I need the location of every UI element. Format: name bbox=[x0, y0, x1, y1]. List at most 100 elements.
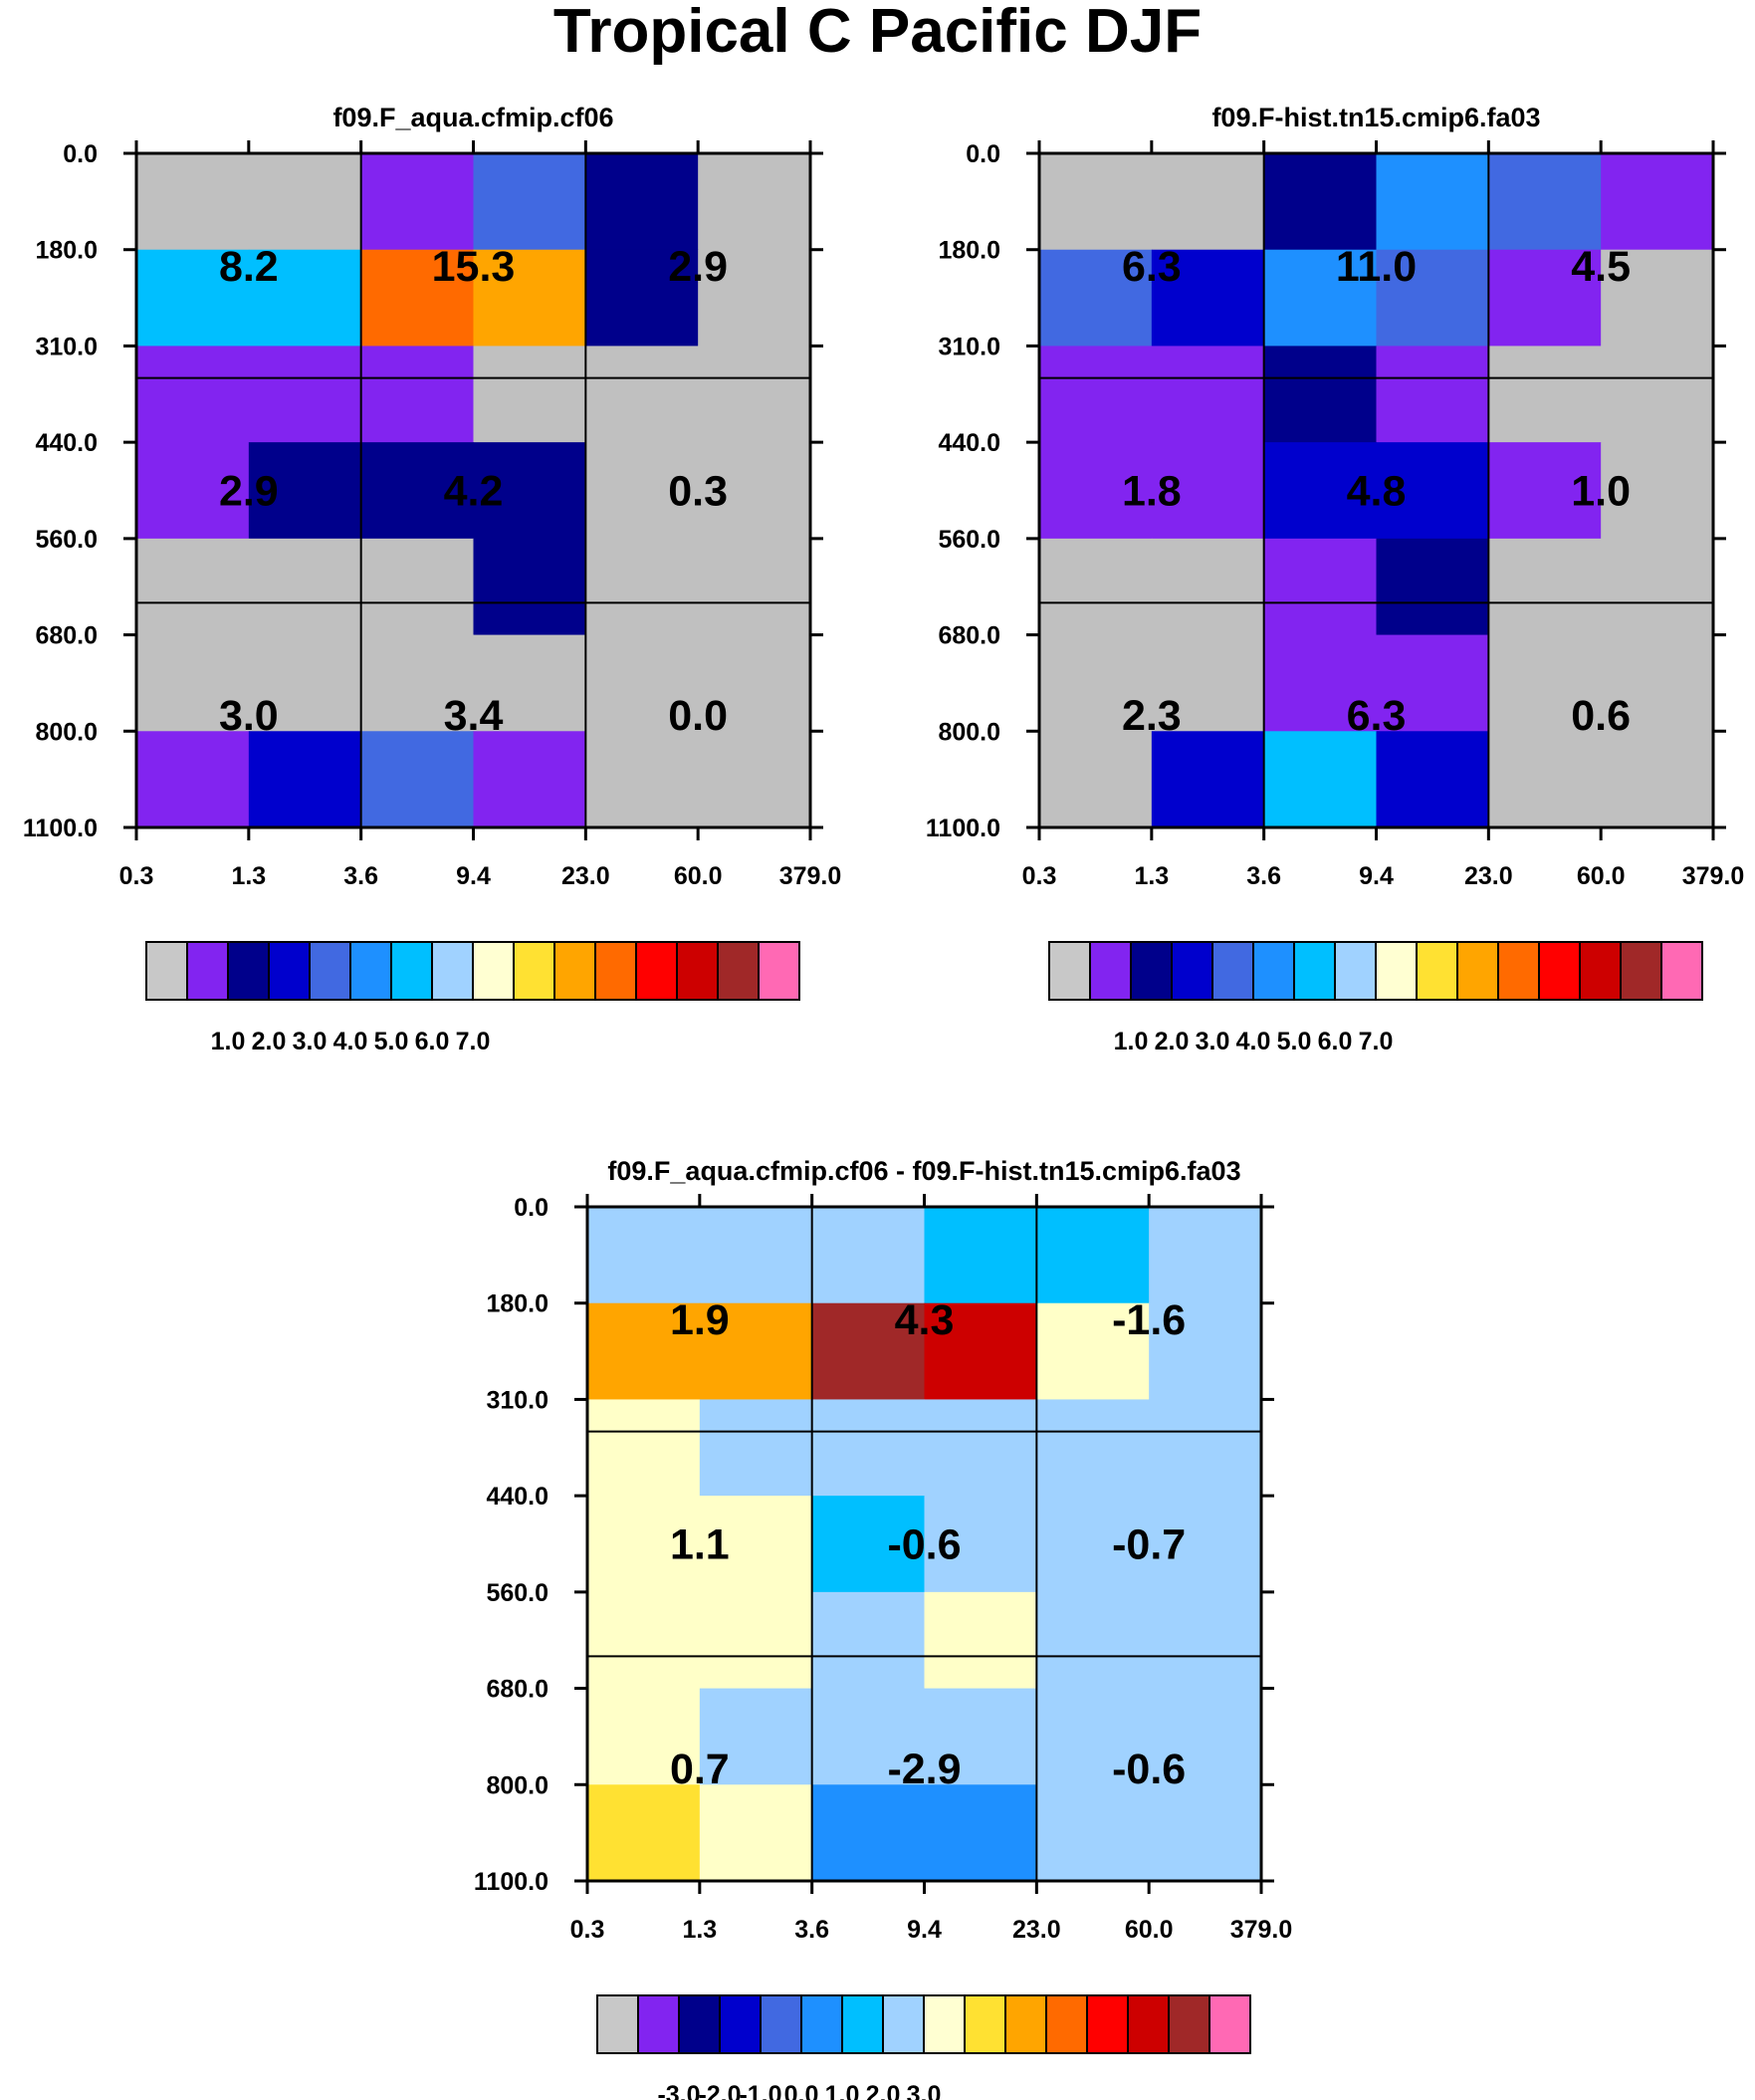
heatmap-cell bbox=[1039, 634, 1153, 732]
colorbar-box bbox=[1456, 941, 1499, 1001]
heatmap-cell bbox=[1039, 346, 1153, 443]
heatmap-cell bbox=[587, 1591, 701, 1690]
heatmap-cell bbox=[1151, 153, 1265, 251]
x-tick-label: 1.3 bbox=[682, 1916, 717, 1944]
heatmap-cell bbox=[1263, 731, 1378, 828]
colorbar-box bbox=[1416, 941, 1458, 1001]
colorbar-box bbox=[758, 941, 800, 1001]
heatmap-cell bbox=[924, 1591, 1037, 1690]
heatmap-cell bbox=[699, 1784, 813, 1882]
heatmap-cell bbox=[1039, 153, 1153, 251]
heatmap-cell bbox=[698, 731, 811, 828]
heatmap-cell bbox=[698, 442, 811, 540]
colorbar-label: -1.0 bbox=[739, 2081, 781, 2100]
heatmap-cell bbox=[1488, 442, 1602, 540]
x-tick-label: 9.4 bbox=[1359, 862, 1394, 890]
heatmap-cell bbox=[1039, 538, 1153, 636]
y-tick-label: 440.0 bbox=[938, 429, 1000, 457]
cell-value-label: 4.5 bbox=[1571, 243, 1631, 291]
heatmap-cell bbox=[136, 153, 250, 251]
cell-value-label: -1.6 bbox=[1112, 1296, 1186, 1344]
x-tick-label: 9.4 bbox=[456, 862, 491, 890]
y-tick-label: 1100.0 bbox=[474, 1868, 548, 1896]
heatmap-cell bbox=[1149, 1496, 1262, 1593]
colorbar-box bbox=[472, 941, 515, 1001]
colorbar-box bbox=[1089, 941, 1132, 1001]
heatmap-cell bbox=[1263, 634, 1378, 732]
colorbar-box bbox=[1130, 941, 1173, 1001]
y-tick-label: 800.0 bbox=[486, 1771, 548, 1799]
x-tick-label: 0.3 bbox=[1022, 862, 1057, 890]
heatmap-cell bbox=[473, 249, 586, 348]
heatmap-cell bbox=[248, 442, 362, 540]
colorbar-label: -2.0 bbox=[698, 2081, 741, 2100]
heatmap-cell bbox=[360, 538, 475, 636]
heatmap-cell bbox=[1036, 1784, 1150, 1882]
colorbar-box bbox=[1004, 1994, 1047, 2054]
heatmap-cell bbox=[1151, 249, 1265, 348]
heatmap-cell bbox=[585, 731, 699, 828]
colorbar-box bbox=[1211, 941, 1254, 1001]
colorbar-box bbox=[268, 941, 311, 1001]
heatmap-cell bbox=[1263, 153, 1378, 251]
heatmap-cell bbox=[1039, 731, 1153, 828]
y-tick-label: 0.0 bbox=[63, 140, 98, 168]
y-tick-label: 800.0 bbox=[938, 718, 1000, 746]
cell-value-label: 4.2 bbox=[444, 468, 504, 516]
heatmap-cell bbox=[585, 346, 699, 443]
heatmap-cell bbox=[811, 1302, 926, 1401]
x-tick-label: 9.4 bbox=[907, 1916, 942, 1944]
heatmap-cell bbox=[924, 1688, 1037, 1785]
colorbar-box bbox=[637, 1994, 680, 2054]
cell-value-label: -0.7 bbox=[1112, 1521, 1186, 1569]
y-tick-label: 0.0 bbox=[514, 1194, 548, 1222]
heatmap-cell bbox=[1601, 634, 1714, 732]
cell-value-label: -0.6 bbox=[1112, 1746, 1186, 1793]
colorbar-label: 7.0 bbox=[456, 1028, 491, 1055]
heatmap-cell bbox=[1488, 153, 1602, 251]
colorbar-box bbox=[1620, 941, 1662, 1001]
heatmap-cell bbox=[1036, 1207, 1150, 1304]
y-tick-label: 560.0 bbox=[938, 526, 1000, 554]
heatmap-cell bbox=[587, 1688, 701, 1785]
colorbar-box bbox=[719, 1994, 762, 2054]
heatmap-cell bbox=[248, 153, 362, 251]
x-tick-label: 60.0 bbox=[1577, 862, 1626, 890]
heatmap-cell bbox=[1151, 538, 1265, 636]
cell-value-label: 2.3 bbox=[1122, 692, 1182, 740]
heatmap-cell bbox=[1151, 731, 1265, 828]
y-tick-label: 1100.0 bbox=[926, 815, 1000, 842]
x-tick-label: 60.0 bbox=[674, 862, 723, 890]
colorbar-box bbox=[145, 941, 188, 1001]
heatmap-cell bbox=[1149, 1302, 1262, 1401]
colorbar-label: 3.0 bbox=[1196, 1028, 1230, 1055]
colorbar-box bbox=[1334, 941, 1377, 1001]
cell-value-label: 8.2 bbox=[219, 243, 279, 291]
y-tick-label: 440.0 bbox=[35, 429, 98, 457]
heatmap-cell bbox=[1036, 1399, 1150, 1497]
heatmap-cell bbox=[473, 346, 586, 443]
heatmap-cell bbox=[248, 249, 362, 348]
colorbar-box bbox=[1168, 1994, 1210, 2054]
cell-value-label: -2.9 bbox=[887, 1746, 961, 1793]
heatmap-cell bbox=[1263, 442, 1378, 540]
heatmap-cell bbox=[587, 1496, 701, 1593]
cell-value-label: 11.0 bbox=[1336, 243, 1417, 291]
heatmap-cell bbox=[699, 1399, 813, 1497]
heatmap-cell bbox=[473, 634, 586, 732]
x-tick-label: 23.0 bbox=[1012, 1916, 1061, 1944]
colorbar-box bbox=[923, 1994, 966, 2054]
colorbar-label: -3.0 bbox=[657, 2081, 700, 2100]
colorbar-box bbox=[1579, 941, 1622, 1001]
heatmap-cell bbox=[1488, 731, 1602, 828]
heatmap-cell bbox=[1601, 249, 1714, 348]
heatmap-cell bbox=[699, 1207, 813, 1304]
heatmap-cell bbox=[1036, 1591, 1150, 1690]
heatmap-cell bbox=[699, 1496, 813, 1593]
panel-hist-cmip6: 0.3 1.3 3.6 9.4 23.0 60.0 379.0 0.0 180.0 310.0 44… bbox=[926, 103, 1744, 1055]
colorbar-box bbox=[635, 941, 678, 1001]
heatmap-cell bbox=[1149, 1784, 1262, 1882]
heatmap-cell bbox=[1036, 1688, 1150, 1785]
heatmap-cell bbox=[1039, 249, 1153, 348]
colorbar-box bbox=[390, 941, 433, 1001]
